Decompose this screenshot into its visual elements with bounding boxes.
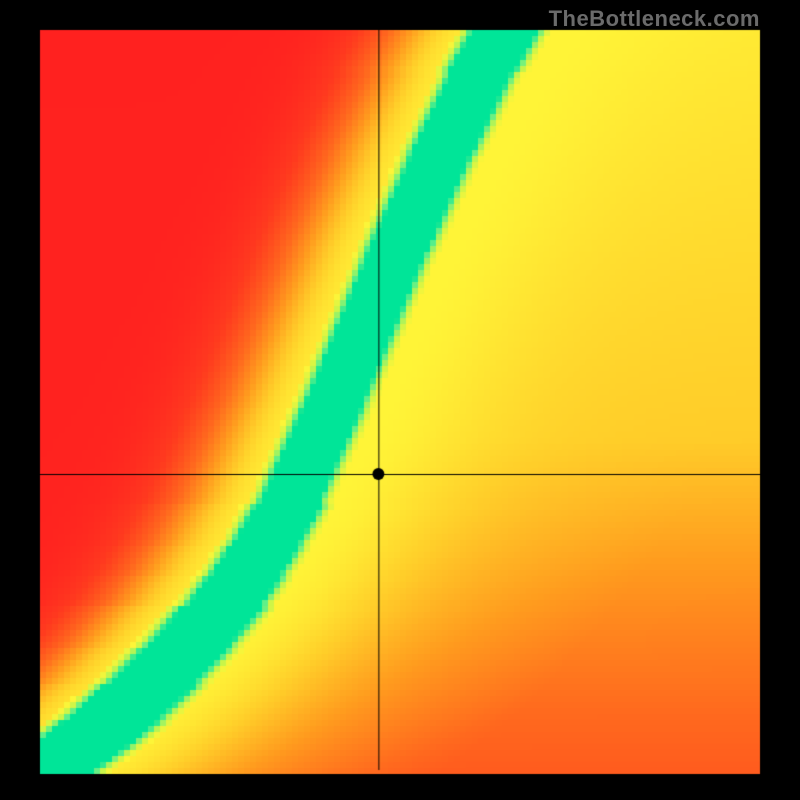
watermark-text: TheBottleneck.com	[549, 6, 760, 32]
bottleneck-heatmap	[0, 0, 800, 800]
